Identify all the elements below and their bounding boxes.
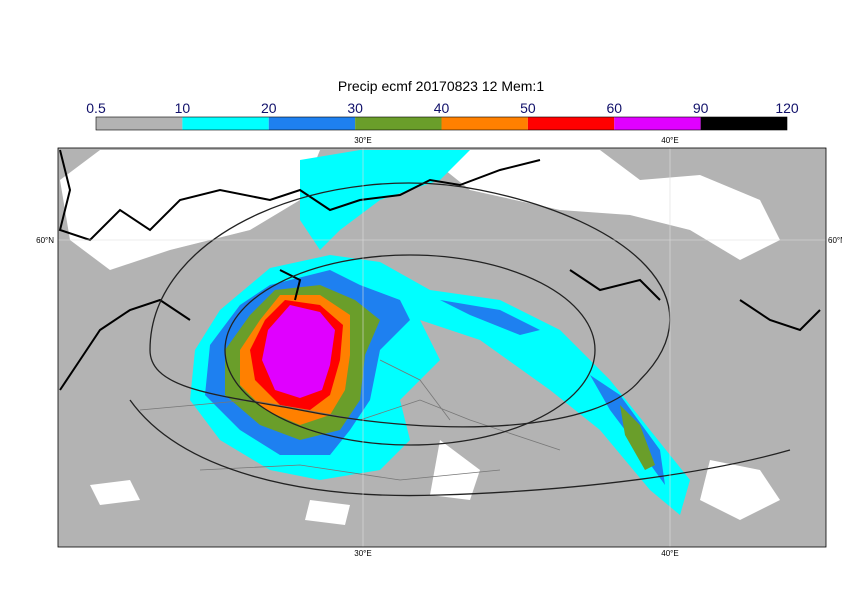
map-title: Precip ecmf 20170823 12 Mem:1 [338, 78, 544, 94]
contour-line [129, 182, 791, 497]
coastline [58, 149, 821, 391]
colorbar-label: 120 [775, 100, 799, 116]
colorbar-label: 50 [520, 100, 536, 116]
lat-label: 60°N [36, 236, 54, 245]
colorbar-segment [614, 117, 701, 130]
map-area [58, 148, 826, 547]
colorbar-label: 20 [261, 100, 277, 116]
colorbar-label: 0.5 [86, 100, 106, 116]
map-frame [57, 147, 827, 548]
colorbar-segment [96, 117, 183, 130]
colorbar-label: 90 [693, 100, 709, 116]
colorbar-frame [95, 116, 788, 131]
colorbar-label: 60 [606, 100, 622, 116]
colorbar-label: 30 [347, 100, 363, 116]
lon-label: 30°E [354, 136, 371, 145]
colorbar-label: 40 [434, 100, 450, 116]
contour-line [224, 254, 596, 446]
lon-label: 40°E [661, 136, 678, 145]
colorbar-segment [700, 117, 787, 130]
colorbar: 0.5 10 20 30 40 50 60 90 120 [86, 100, 799, 131]
lon-label: 40°E [661, 549, 678, 558]
lat-label: 60°N [828, 236, 842, 245]
colorbar-segment [441, 117, 528, 130]
colorbar-segment [182, 117, 269, 130]
lon-label: 30°E [354, 549, 371, 558]
precip-area [262, 305, 335, 398]
colorbar-segment [268, 117, 356, 130]
colorbar-label: 10 [175, 100, 191, 116]
borders [139, 359, 561, 481]
colorbar-segment [355, 117, 442, 130]
colorbar-segment [527, 117, 615, 130]
